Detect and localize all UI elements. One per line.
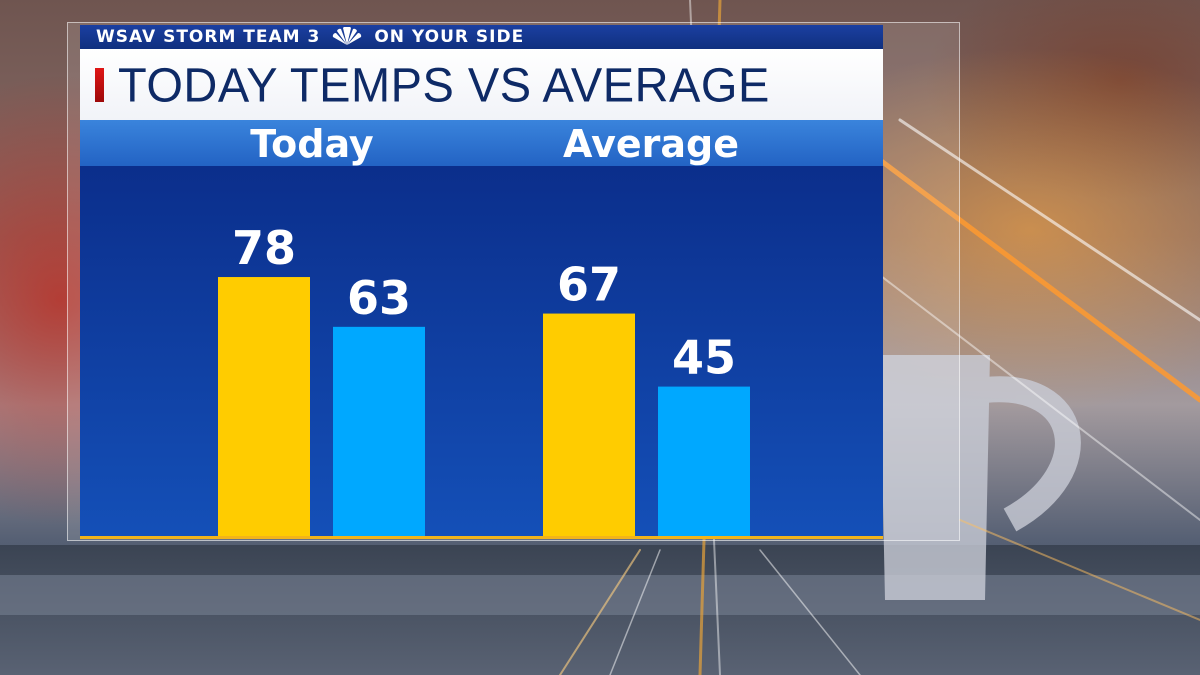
chart-background: [80, 120, 883, 539]
value-label-today-1: 63: [347, 271, 411, 325]
chart-baseline: [80, 536, 883, 539]
nbc-peacock-icon: [333, 27, 362, 45]
chart-area: Today Average 78 63 67 45: [80, 120, 883, 539]
bar-chart: Today Average 78 63 67 45: [80, 120, 883, 539]
bar-today-0: [218, 277, 310, 536]
bar-average-1: [658, 386, 750, 536]
station-name: WSAV STORM TEAM 3: [96, 27, 321, 47]
bar-average-0: [543, 313, 635, 536]
value-label-average-1: 45: [672, 331, 736, 385]
station-header-strip: WSAV STORM TEAM 3 ON YOUR SIDE: [80, 25, 883, 49]
value-label-today-0: 78: [232, 221, 296, 275]
category-header-band: [80, 120, 883, 166]
coffee-mug-art: [880, 355, 1081, 600]
category-label-today: Today: [250, 122, 374, 166]
category-label-average: Average: [563, 122, 739, 166]
title-bar: TODAY TEMPS VS AVERAGE: [80, 49, 883, 120]
chart-title: TODAY TEMPS VS AVERAGE: [118, 57, 770, 112]
title-accent-mark: [95, 67, 104, 102]
bar-today-1: [333, 326, 425, 536]
station-tagline: ON YOUR SIDE: [374, 27, 525, 47]
value-label-average-0: 67: [557, 258, 621, 312]
